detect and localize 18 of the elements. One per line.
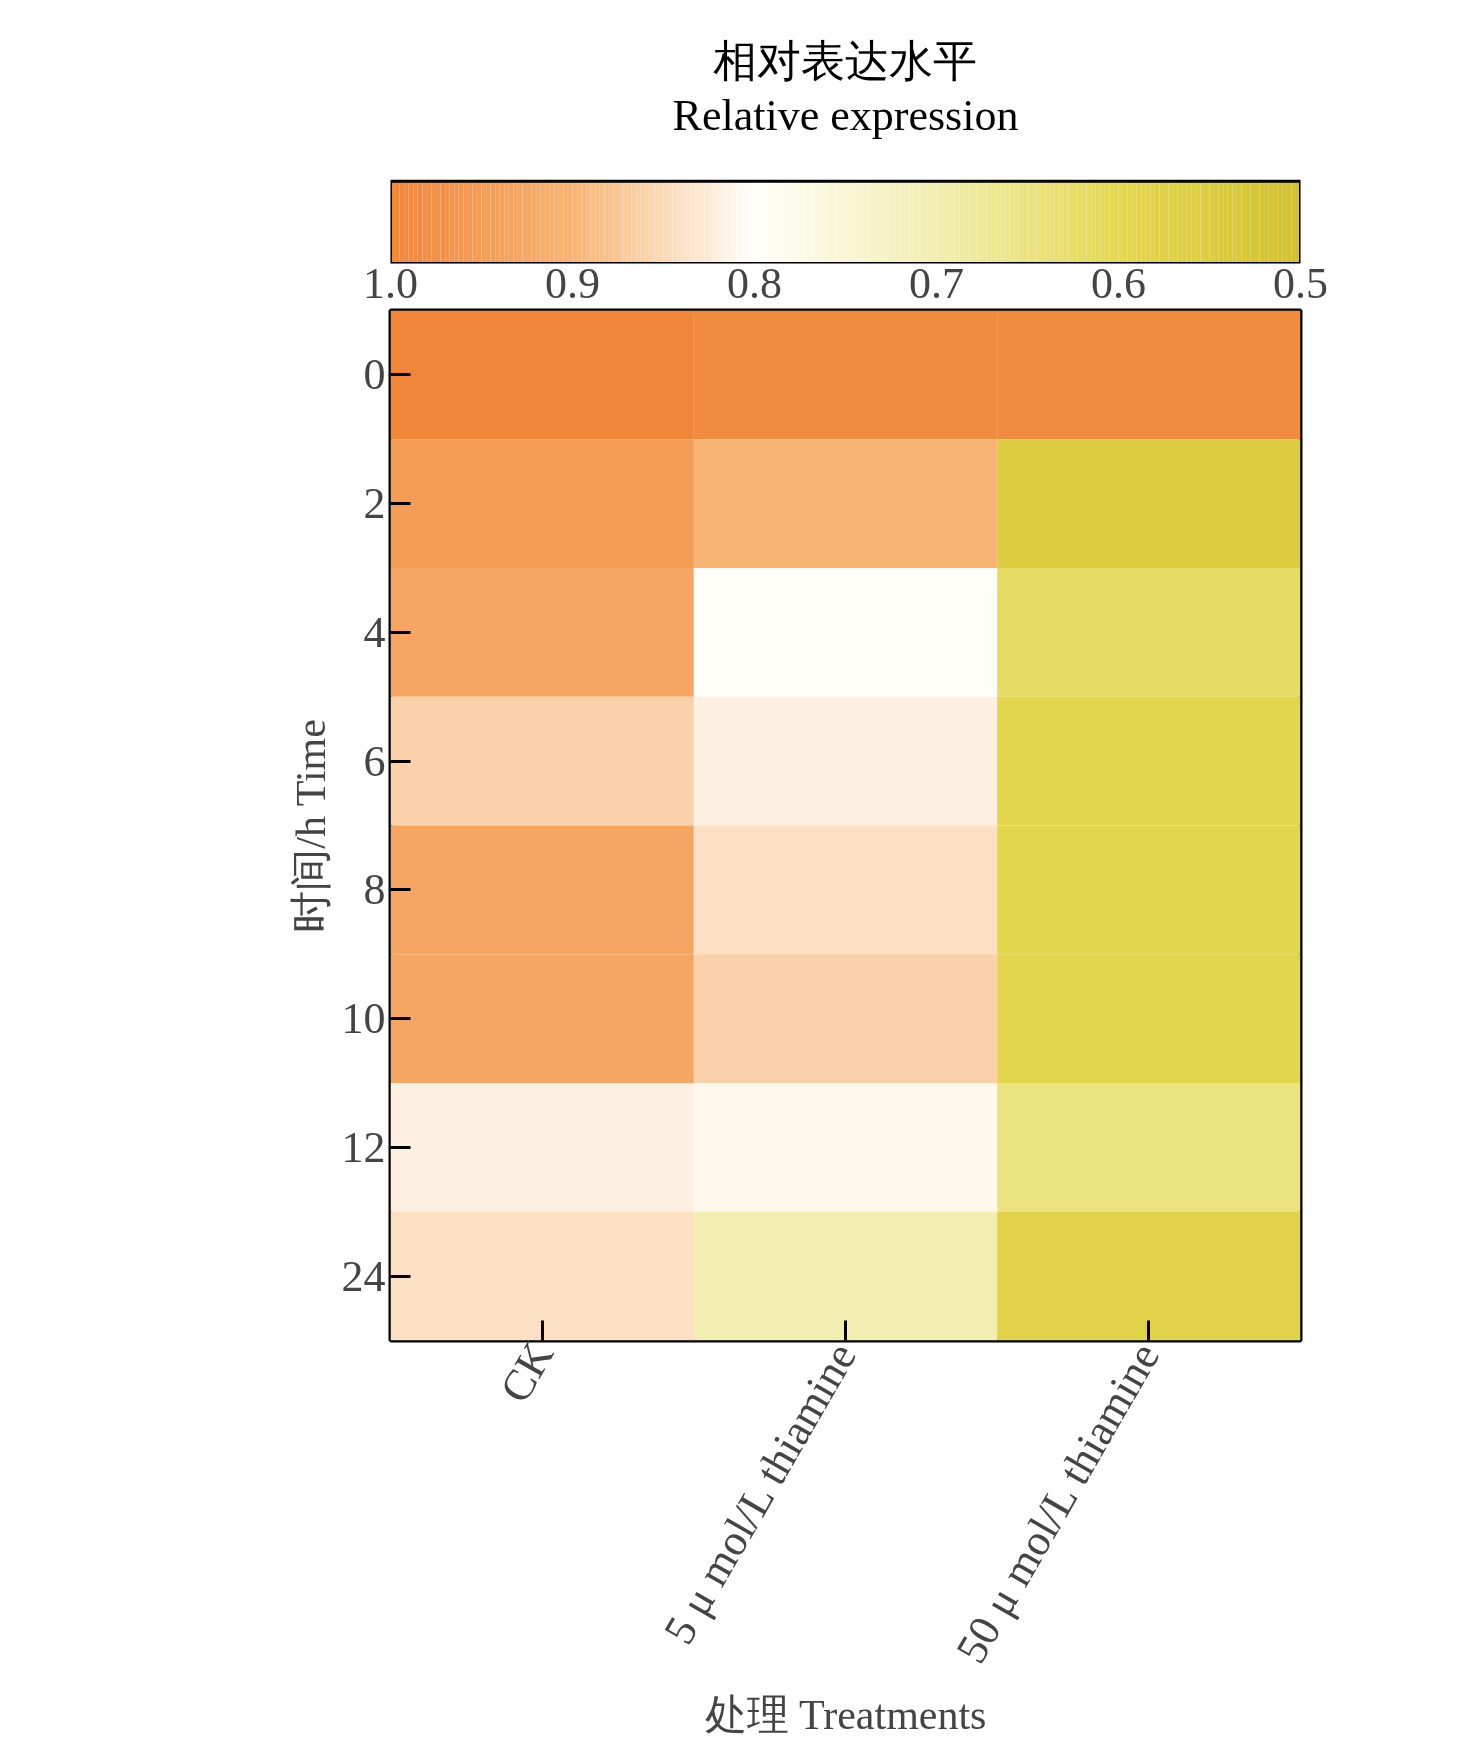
color-bar-label: 0.9 [545, 258, 600, 308]
color-bar-title: 相对表达水平 Relative expression [672, 37, 1019, 141]
y-tick-label: 0 [363, 350, 386, 400]
y-tick-label: 4 [363, 607, 386, 657]
y-tick-label: 2 [363, 479, 386, 529]
y-tick-label: 8 [363, 865, 386, 915]
y-tick-label: 10 [341, 994, 386, 1044]
y-tick-label: 24 [341, 1251, 386, 1301]
color-bar-label: 0.5 [1273, 258, 1328, 308]
x-axis-title: 处理 Treatments [704, 1691, 987, 1738]
x-tick-label: CK [490, 1333, 564, 1411]
y-tick-label: 6 [363, 736, 386, 786]
y-tick-label: 12 [341, 1122, 386, 1172]
color-bar-label: 0.8 [727, 258, 782, 308]
color-bar-label: 1.0 [363, 258, 418, 308]
y-axis-title: 时间/h Time [287, 719, 334, 933]
color-bar-label: 0.6 [1091, 258, 1146, 308]
color-bar-label: 0.7 [909, 258, 964, 308]
